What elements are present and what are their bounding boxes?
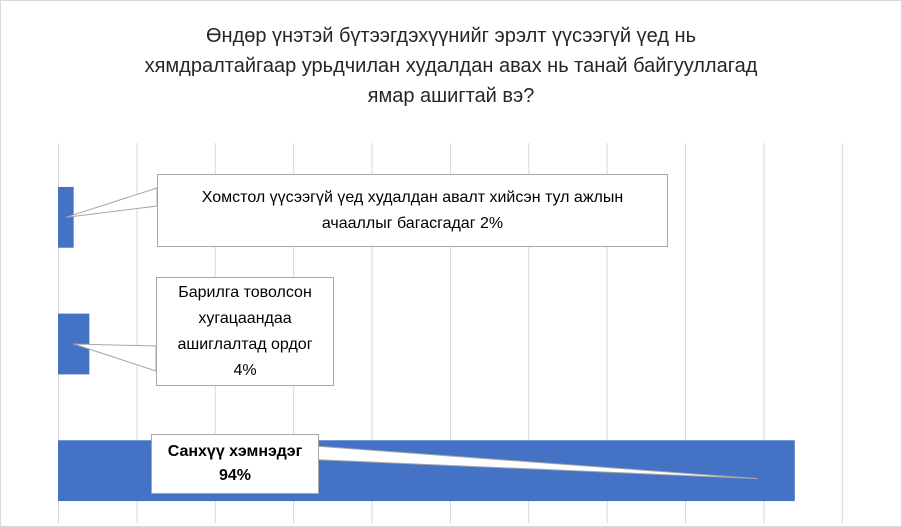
data-label-callout: Санхүү хэмнэдэг 94% — [151, 434, 319, 494]
data-label-line: Барилга товолсон — [178, 283, 312, 301]
chart-title-line: Өндөр үнэтэй бүтээгдэхүүнийг эрэлт үүсээ… — [205, 25, 697, 47]
data-label-line: 94% — [218, 467, 251, 484]
data-label-line: хугацаандаа — [198, 309, 292, 327]
data-label-line: Санхүү хэмнэдэг — [167, 443, 303, 460]
chart-title-line: хямдралтайгаар урьдчилан худалдан авах н… — [144, 55, 758, 77]
chart-title: Өндөр үнэтэй бүтээгдэхүүнийг эрэлт үүсээ… — [101, 21, 801, 111]
data-label-line: 4% — [233, 361, 257, 379]
data-label-callout: Барилга товолсон хугацаандаа ашиглалтад … — [156, 277, 334, 386]
data-label-line: Хомстол үүсээгүй үед худалдан авалт хийс… — [201, 188, 624, 206]
data-label-line: ашиглалтад ордог — [177, 335, 313, 353]
data-label-callout: Хомстол үүсээгүй үед худалдан авалт хийс… — [157, 174, 668, 247]
chart-title-line: ямар ашигтай вэ? — [367, 85, 535, 107]
data-label-line: ачааллыг багасгадаг 2% — [321, 214, 504, 232]
data-label-leader — [65, 187, 158, 218]
